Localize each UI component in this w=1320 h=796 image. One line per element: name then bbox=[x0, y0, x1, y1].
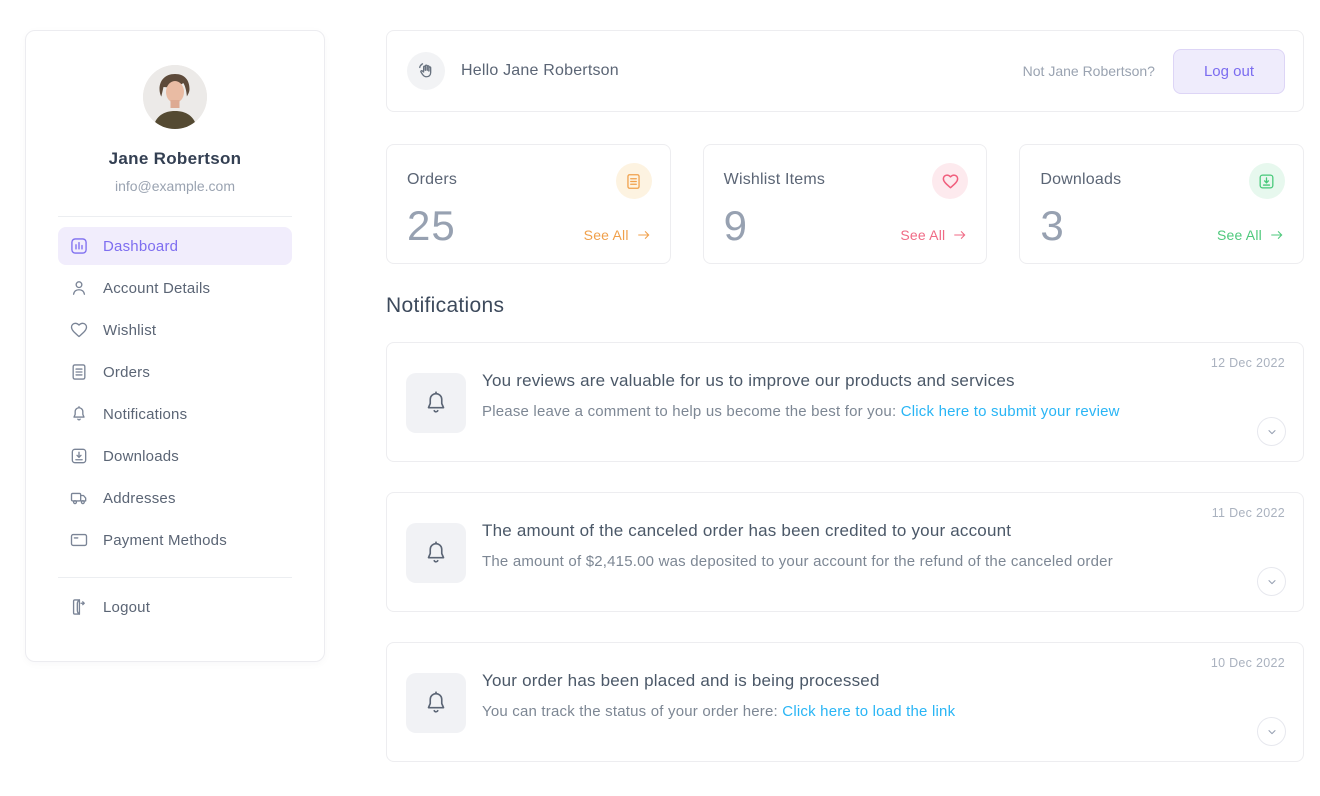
notification-body: You reviews are valuable for us to impro… bbox=[482, 371, 1233, 420]
notification-text: Please leave a comment to help us become… bbox=[482, 403, 1233, 420]
notification-date: 12 Dec 2022 bbox=[1210, 356, 1285, 370]
notifications-heading: Notifications bbox=[386, 294, 505, 317]
dashboard-icon bbox=[69, 236, 89, 256]
notification-title: You reviews are valuable for us to impro… bbox=[482, 371, 1015, 390]
see-all-label: See All bbox=[900, 227, 946, 243]
orders-icon bbox=[615, 163, 652, 199]
avatar-image bbox=[143, 65, 207, 129]
logout-icon bbox=[69, 597, 89, 617]
sidebar-item-dashboard[interactable]: Dashboard bbox=[58, 227, 292, 265]
stat-title: Orders bbox=[407, 171, 458, 188]
sidebar-item-label: Wishlist bbox=[103, 321, 157, 339]
sidebar-item-account-details[interactable]: Account Details bbox=[58, 269, 292, 307]
truck-icon bbox=[69, 488, 89, 508]
notification-card: 11 Dec 2022 The amount of the canceled o… bbox=[386, 492, 1304, 612]
chevron-down-icon bbox=[1267, 729, 1276, 734]
sidebar-item-label: Downloads bbox=[103, 447, 180, 465]
stat-card-wishlist[interactable]: Wishlist Items 9 See All bbox=[702, 144, 988, 264]
orders-icon bbox=[69, 362, 89, 382]
notification-message: Please leave a comment to help us become… bbox=[482, 403, 901, 420]
stat-value: 25 bbox=[407, 202, 456, 249]
stat-value: 3 bbox=[1040, 202, 1065, 249]
notification-date: 10 Dec 2022 bbox=[1210, 656, 1285, 670]
bell-icon bbox=[406, 523, 466, 583]
notifications-list: 12 Dec 2022 You reviews are valuable for… bbox=[386, 342, 1304, 792]
account-sidebar: Jane Robertson info@example.com Dashboar… bbox=[25, 30, 325, 662]
greeting-text: Hello Jane Robertson bbox=[461, 62, 619, 79]
notification-text: You can track the status of your order h… bbox=[482, 703, 1233, 720]
notification-message: The amount of $2,415.00 was deposited to… bbox=[482, 553, 1113, 570]
chevron-down-icon bbox=[1267, 429, 1276, 434]
stat-value: 9 bbox=[723, 202, 749, 249]
heart-icon bbox=[69, 320, 89, 340]
arrow-right-icon bbox=[954, 231, 966, 239]
sidebar-item-logout[interactable]: Logout bbox=[58, 588, 292, 626]
sidebar-divider-top bbox=[58, 216, 292, 217]
sidebar-item-label: Orders bbox=[103, 363, 151, 381]
notification-link[interactable]: Click here to load the link bbox=[782, 703, 956, 720]
stat-cards: Orders 25 See All Wishlist Items 9 See A… bbox=[386, 144, 1304, 264]
notification-text: The amount of $2,415.00 was deposited to… bbox=[482, 553, 1233, 570]
sidebar-nav: Dashboard Account Details Wishlist Order… bbox=[58, 227, 292, 563]
expand-notification-button[interactable] bbox=[1257, 717, 1286, 746]
greeting-card: Hello Jane Robertson Not Jane Robertson?… bbox=[386, 30, 1304, 112]
notification-title: The amount of the canceled order has bee… bbox=[482, 521, 1012, 540]
sidebar-divider-bottom bbox=[58, 577, 292, 578]
bell-icon bbox=[406, 673, 466, 733]
sidebar-item-label: Logout bbox=[103, 598, 151, 616]
stat-title: Downloads bbox=[1040, 171, 1122, 188]
notification-card: 10 Dec 2022 Your order has been placed a… bbox=[386, 642, 1304, 762]
sidebar-item-downloads[interactable]: Downloads bbox=[58, 437, 292, 475]
stat-card-downloads[interactable]: Downloads 3 See All bbox=[1019, 144, 1304, 264]
expand-notification-button[interactable] bbox=[1257, 567, 1286, 596]
stat-title: Wishlist Items bbox=[723, 171, 826, 188]
notification-body: The amount of the canceled order has bee… bbox=[482, 521, 1233, 570]
notification-message: You can track the status of your order h… bbox=[482, 703, 783, 720]
see-all-downloads-link[interactable]: See All bbox=[1217, 227, 1285, 243]
logout-button[interactable]: Log out bbox=[1172, 48, 1285, 94]
profile-email: info@example.com bbox=[114, 178, 236, 194]
sidebar-item-notifications[interactable]: Notifications bbox=[58, 395, 292, 433]
sidebar-item-wishlist[interactable]: Wishlist bbox=[58, 311, 292, 349]
expand-notification-button[interactable] bbox=[1257, 417, 1286, 446]
main-content: Hello Jane Robertson Not Jane Robertson?… bbox=[386, 30, 1304, 762]
notification-title: Your order has been placed and is being … bbox=[482, 671, 880, 690]
notification-link[interactable]: Click here to submit your review bbox=[900, 403, 1120, 420]
see-all-orders-link[interactable]: See All bbox=[584, 227, 652, 243]
download-icon bbox=[1248, 163, 1285, 199]
sidebar-item-orders[interactable]: Orders bbox=[58, 353, 292, 391]
profile-name: Jane Robertson bbox=[108, 149, 242, 168]
notification-date: 11 Dec 2022 bbox=[1211, 506, 1285, 520]
card-icon bbox=[69, 530, 89, 550]
sidebar-item-addresses[interactable]: Addresses bbox=[58, 479, 292, 517]
avatar bbox=[143, 65, 207, 129]
not-user-text: Not Jane Robertson? bbox=[1022, 63, 1155, 79]
download-icon bbox=[69, 446, 89, 466]
notification-card: 12 Dec 2022 You reviews are valuable for… bbox=[386, 342, 1304, 462]
heart-icon bbox=[932, 163, 969, 199]
see-all-label: See All bbox=[1216, 227, 1262, 243]
greeting-left: Hello Jane Robertson bbox=[407, 52, 1023, 90]
bell-icon bbox=[406, 373, 466, 433]
see-all-label: See All bbox=[583, 227, 629, 243]
sidebar-item-label: Addresses bbox=[103, 489, 176, 507]
see-all-wishlist-link[interactable]: See All bbox=[900, 227, 968, 243]
notification-body: Your order has been placed and is being … bbox=[482, 671, 1233, 720]
wave-hand-icon bbox=[407, 52, 445, 90]
user-icon bbox=[69, 278, 89, 298]
arrow-right-icon bbox=[637, 231, 649, 239]
sidebar-item-label: Dashboard bbox=[103, 237, 179, 255]
sidebar-item-label: Payment Methods bbox=[103, 531, 227, 549]
chevron-down-icon bbox=[1267, 579, 1276, 584]
bell-icon bbox=[69, 404, 89, 424]
sidebar-item-label: Notifications bbox=[103, 405, 188, 423]
sidebar-item-label: Account Details bbox=[103, 279, 211, 297]
stat-card-orders[interactable]: Orders 25 See All bbox=[386, 144, 671, 264]
arrow-right-icon bbox=[1271, 231, 1283, 239]
sidebar-item-payment-methods[interactable]: Payment Methods bbox=[58, 521, 292, 559]
